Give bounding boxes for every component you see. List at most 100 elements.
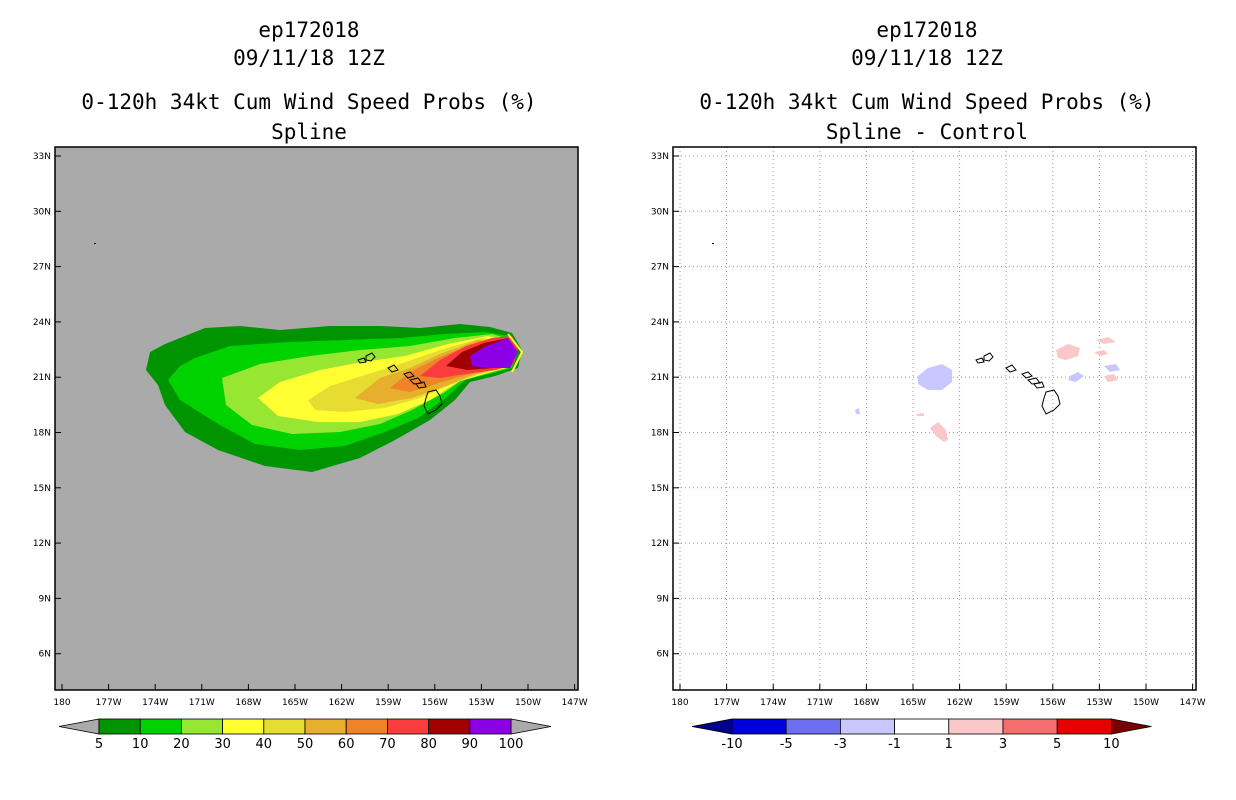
- lat-tick-label: 6N: [657, 650, 669, 660]
- lon-tick-label: 147W: [562, 698, 588, 708]
- lat-tick-label: 6N: [39, 650, 51, 660]
- lat-tick-label: 24N: [651, 318, 669, 328]
- left-small-island: [94, 243, 96, 244]
- lon-tick-label: 168W: [235, 698, 261, 708]
- lat-tick-label: 33N: [33, 152, 51, 162]
- right-subtitle: Spline - Control: [825, 120, 1029, 144]
- left-storm-id: ep172018: [258, 18, 360, 42]
- left-map-frame: [54, 146, 579, 691]
- colorbar-box: [222, 718, 265, 735]
- diff-patch-positive: [1104, 374, 1118, 382]
- left-subtitle: Spline: [271, 120, 347, 144]
- colorbar-box: [386, 718, 429, 735]
- lat-tick-label: 18N: [33, 429, 51, 439]
- diff-patch-positive: [916, 413, 924, 416]
- right-map-grid: [673, 147, 1196, 690]
- right-map-background: [673, 147, 1196, 690]
- right-diff-patches: [855, 337, 1120, 442]
- right-colorbar: -10 -5 -3 -1 1 3 5 10: [691, 718, 1152, 752]
- colorbar-label: 80: [420, 737, 437, 752]
- colorbar-box: [1002, 718, 1058, 735]
- lat-tick-label: 21N: [33, 373, 51, 383]
- left-map-axes: 180 177W 174W 171W 168W 165W 162W 159W 156W 153W 1…: [33, 152, 588, 708]
- colorbar-box: [894, 718, 950, 735]
- colorbar-label: 90: [462, 737, 479, 752]
- lat-tick-label: 27N: [33, 263, 51, 273]
- right-map-svg: 180 177W 174W 171W 168W 165W 162W 159W 156W 153W 1…: [651, 146, 1206, 752]
- lon-tick-label: 156W: [1040, 698, 1066, 708]
- lat-tick-label: 12N: [33, 539, 51, 549]
- lat-tick-label: 12N: [651, 539, 669, 549]
- lon-tick-label: 174W: [142, 698, 168, 708]
- diff-patch-negative: [1104, 364, 1120, 372]
- diff-patch-positive: [1056, 344, 1080, 360]
- colorbar-label: -3: [834, 737, 847, 752]
- right-date: 09/11/18 12Z: [851, 46, 1003, 70]
- prob-contour-90: [470, 338, 518, 368]
- colorbar-label: 5: [1053, 737, 1061, 752]
- colorbar-label: 100: [499, 737, 524, 752]
- colorbar-label: 1: [945, 737, 953, 752]
- left-panel: ep172018 09/11/18 12Z 0-120h 34kt Cum Wi…: [33, 18, 588, 752]
- diff-patch-positive: [1094, 350, 1108, 356]
- right-product-title: 0-120h 34kt Cum Wind Speed Probs (%): [699, 90, 1155, 114]
- lon-tick-label: 156W: [422, 698, 448, 708]
- colorbar-box: [731, 718, 787, 735]
- lon-tick-label: 180: [671, 698, 688, 708]
- right-map-frame: [672, 146, 1197, 691]
- left-product-title: 0-120h 34kt Cum Wind Speed Probs (%): [81, 90, 537, 114]
- lat-tick-label: 33N: [651, 152, 669, 162]
- lon-tick-label: 159W: [375, 698, 401, 708]
- lon-tick-label: 165W: [282, 698, 308, 708]
- lon-tick-label: 177W: [96, 698, 122, 708]
- lat-tick-label: 9N: [39, 594, 51, 604]
- lon-tick-label: 162W: [329, 698, 355, 708]
- prob-contour-100: [507, 333, 524, 373]
- colorbar-label: 70: [379, 737, 396, 752]
- left-date: 09/11/18 12Z: [233, 46, 385, 70]
- lon-tick-label: 168W: [853, 698, 879, 708]
- colorbar-label: 40: [256, 737, 273, 752]
- left-hawaii-islands: [357, 352, 443, 415]
- lat-tick-label: 18N: [651, 429, 669, 439]
- lon-tick-label: 177W: [714, 698, 740, 708]
- lat-tick-label: 21N: [651, 373, 669, 383]
- colorbar-label: 3: [999, 737, 1007, 752]
- colorbar-box: [785, 718, 841, 735]
- colorbar-box: [139, 718, 182, 735]
- colorbar-label: 60: [338, 737, 355, 752]
- colorbar-box: [345, 718, 388, 735]
- lat-tick-label: 15N: [651, 484, 669, 494]
- colorbar-low-arrow: [691, 718, 733, 735]
- colorbar-box: [839, 718, 895, 735]
- colorbar-label: 10: [1103, 737, 1120, 752]
- colorbar-label: -5: [780, 737, 793, 752]
- lon-tick-label: 147W: [1180, 698, 1206, 708]
- diff-patch-negative: [1068, 372, 1084, 382]
- lon-tick-label: 171W: [807, 698, 833, 708]
- diff-patch-negative: [855, 408, 860, 414]
- colorbar-box: [428, 718, 471, 735]
- right-map-axes: 180 177W 174W 171W 168W 165W 162W 159W 156W 153W 1…: [651, 152, 1206, 708]
- colorbar-box: [469, 718, 512, 735]
- lon-tick-label: 174W: [760, 698, 786, 708]
- lon-tick-label: 159W: [993, 698, 1019, 708]
- lon-tick-label: 171W: [189, 698, 215, 708]
- lon-tick-label: 153W: [468, 698, 494, 708]
- lon-tick-label: 153W: [1086, 698, 1112, 708]
- lon-tick-label: 165W: [900, 698, 926, 708]
- lat-tick-label: 27N: [651, 263, 669, 273]
- right-small-island: [712, 243, 714, 244]
- right-storm-id: ep172018: [876, 18, 978, 42]
- colorbar-box: [1056, 718, 1112, 735]
- colorbar-label: -1: [888, 737, 901, 752]
- colorbar-high-arrow: [510, 718, 552, 735]
- lat-tick-label: 24N: [33, 318, 51, 328]
- lon-tick-label: 162W: [947, 698, 973, 708]
- colorbar-box: [263, 718, 306, 735]
- lat-tick-label: 30N: [651, 207, 669, 217]
- colorbar-box: [180, 718, 223, 735]
- diff-patch-negative: [918, 364, 952, 390]
- colorbar-low-arrow: [58, 718, 100, 735]
- colorbar-box: [304, 718, 347, 735]
